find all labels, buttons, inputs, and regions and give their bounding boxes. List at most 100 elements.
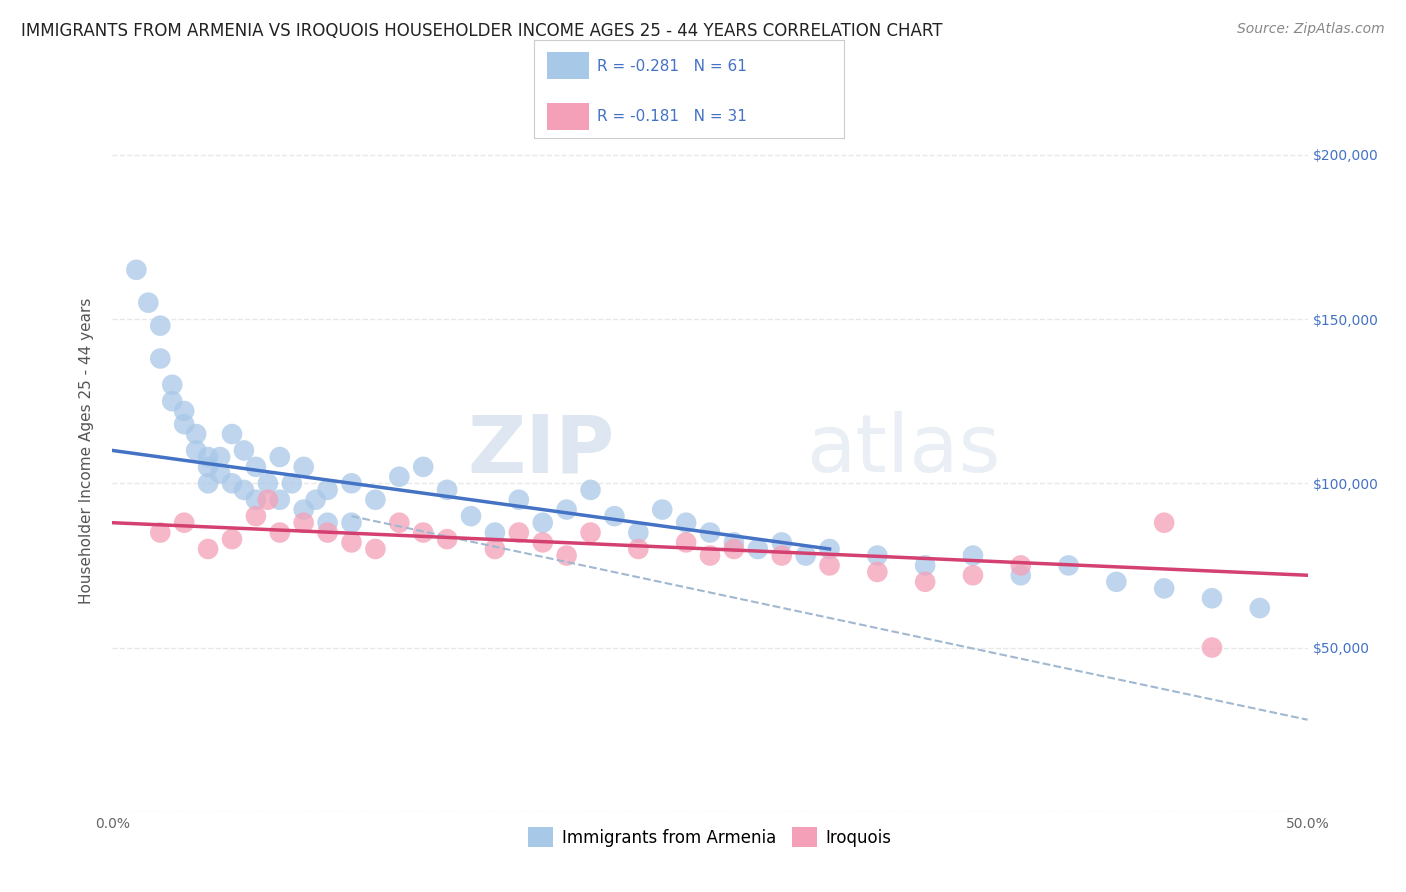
Point bbox=[675, 535, 697, 549]
Point bbox=[747, 541, 769, 556]
Y-axis label: Householder Income Ages 25 - 44 years: Householder Income Ages 25 - 44 years bbox=[79, 297, 94, 604]
Point bbox=[197, 450, 219, 464]
Point bbox=[340, 476, 363, 491]
Point bbox=[221, 427, 243, 442]
Point bbox=[818, 541, 841, 556]
Point bbox=[316, 516, 339, 530]
Point bbox=[484, 525, 506, 540]
Point bbox=[531, 535, 554, 549]
Point bbox=[149, 351, 172, 366]
Point bbox=[1249, 601, 1271, 615]
Text: Source: ZipAtlas.com: Source: ZipAtlas.com bbox=[1237, 22, 1385, 37]
Point bbox=[675, 516, 697, 530]
Point bbox=[292, 459, 315, 474]
Point bbox=[723, 535, 745, 549]
Point bbox=[651, 502, 673, 516]
Point bbox=[1201, 591, 1223, 606]
Point bbox=[962, 568, 984, 582]
Point bbox=[555, 502, 578, 516]
Point bbox=[436, 483, 458, 497]
Point bbox=[233, 443, 256, 458]
Text: R = -0.281   N = 61: R = -0.281 N = 61 bbox=[598, 59, 747, 74]
Point bbox=[125, 262, 148, 277]
Point bbox=[436, 532, 458, 546]
Point bbox=[186, 427, 208, 442]
Point bbox=[269, 525, 291, 540]
Point bbox=[245, 459, 267, 474]
Point bbox=[412, 525, 434, 540]
Point bbox=[340, 535, 363, 549]
Point bbox=[281, 476, 304, 491]
Point bbox=[340, 516, 363, 530]
Point bbox=[173, 404, 195, 418]
Point bbox=[1057, 558, 1080, 573]
Point bbox=[579, 483, 602, 497]
Point bbox=[316, 525, 339, 540]
Point bbox=[209, 467, 232, 481]
Point bbox=[508, 492, 530, 507]
Text: ZIP: ZIP bbox=[467, 411, 614, 490]
Point bbox=[412, 459, 434, 474]
Point bbox=[269, 492, 291, 507]
Point bbox=[962, 549, 984, 563]
Point bbox=[209, 450, 232, 464]
Point bbox=[149, 318, 172, 333]
Point bbox=[162, 377, 183, 392]
Point bbox=[1010, 558, 1032, 573]
Point bbox=[770, 549, 793, 563]
Point bbox=[555, 549, 578, 563]
Point bbox=[484, 541, 506, 556]
Point bbox=[186, 443, 208, 458]
Point bbox=[699, 549, 721, 563]
Point bbox=[1153, 516, 1175, 530]
Bar bbox=[547, 53, 589, 79]
Text: R = -0.181   N = 31: R = -0.181 N = 31 bbox=[598, 109, 747, 124]
Point bbox=[364, 492, 387, 507]
Point bbox=[221, 532, 243, 546]
Point bbox=[699, 525, 721, 540]
Point bbox=[388, 516, 411, 530]
Point bbox=[914, 558, 936, 573]
Point bbox=[818, 558, 841, 573]
Point bbox=[388, 469, 411, 483]
Point bbox=[364, 541, 387, 556]
Point bbox=[794, 549, 817, 563]
Point bbox=[162, 394, 183, 409]
Point bbox=[197, 476, 219, 491]
Point bbox=[257, 476, 280, 491]
Point bbox=[197, 459, 219, 474]
Point bbox=[603, 509, 626, 524]
Point bbox=[723, 541, 745, 556]
Point bbox=[1153, 582, 1175, 596]
Point bbox=[627, 541, 650, 556]
Point bbox=[149, 525, 172, 540]
Text: IMMIGRANTS FROM ARMENIA VS IROQUOIS HOUSEHOLDER INCOME AGES 25 - 44 YEARS CORREL: IMMIGRANTS FROM ARMENIA VS IROQUOIS HOUS… bbox=[21, 22, 942, 40]
Point bbox=[914, 574, 936, 589]
Legend: Immigrants from Armenia, Iroquois: Immigrants from Armenia, Iroquois bbox=[522, 821, 898, 854]
Point bbox=[627, 525, 650, 540]
Point bbox=[579, 525, 602, 540]
Point bbox=[866, 565, 889, 579]
Point bbox=[316, 483, 339, 497]
Point bbox=[245, 509, 267, 524]
Point bbox=[269, 450, 291, 464]
Point bbox=[508, 525, 530, 540]
Point bbox=[1105, 574, 1128, 589]
Point bbox=[460, 509, 482, 524]
Point bbox=[770, 535, 793, 549]
Point bbox=[197, 541, 219, 556]
Point bbox=[531, 516, 554, 530]
Point bbox=[245, 492, 267, 507]
Point bbox=[1201, 640, 1223, 655]
Point bbox=[138, 295, 160, 310]
Point bbox=[233, 483, 256, 497]
Text: atlas: atlas bbox=[806, 411, 1000, 490]
Point bbox=[1010, 568, 1032, 582]
Point bbox=[173, 516, 195, 530]
Point bbox=[292, 516, 315, 530]
Bar bbox=[547, 103, 589, 130]
Point bbox=[221, 476, 243, 491]
Point bbox=[305, 492, 328, 507]
Point bbox=[866, 549, 889, 563]
Point bbox=[292, 502, 315, 516]
